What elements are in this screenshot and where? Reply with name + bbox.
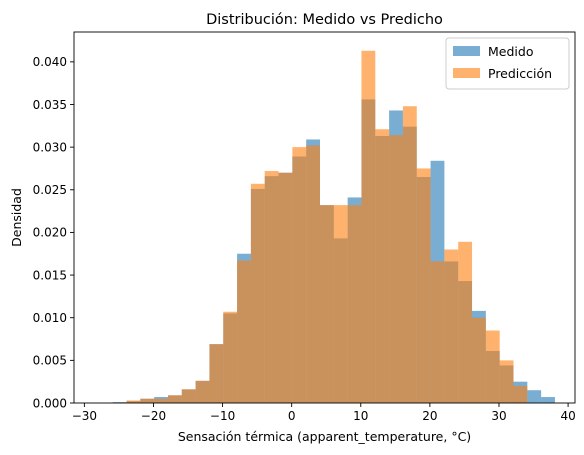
y-tick-label: 0.030 (33, 140, 67, 154)
y-tick-label: 0.025 (33, 183, 67, 197)
histogram-bar (140, 398, 155, 403)
histogram-bar (375, 129, 390, 403)
axes-layer: −30 −20 −10 0 10 20 30 40 0.000 0.005 0.010 0.015 0.… (33, 31, 576, 423)
histogram-bar (126, 400, 141, 403)
x-tick-label: 20 (422, 409, 437, 423)
legend-swatch (453, 68, 480, 78)
histogram-bar (181, 389, 196, 403)
histogram-bar (402, 106, 417, 403)
x-axis-label: Sensación térmica (apparent_temperature,… (178, 429, 471, 444)
histogram-bar (278, 172, 293, 403)
histogram-bar (154, 398, 168, 403)
y-axis-label: Densidad (9, 188, 24, 247)
series-prediccion (126, 50, 528, 404)
legend-label: Medido (488, 44, 533, 59)
x-tick-label: −20 (141, 409, 166, 423)
histogram-bar (320, 205, 334, 403)
histogram-bar (527, 390, 542, 403)
histogram-bar (209, 344, 224, 403)
histogram-bar (264, 171, 279, 403)
histogram-bar (195, 380, 210, 403)
histogram-bar (499, 360, 514, 403)
histogram-bar (361, 50, 376, 404)
y-tick-label: 0.015 (33, 268, 67, 282)
histogram-bar (167, 395, 182, 403)
legend-swatch (453, 46, 480, 56)
x-tick-label: 10 (353, 409, 368, 423)
histogram-bar (292, 147, 307, 403)
histogram-bar (513, 385, 528, 403)
x-tick-label: 30 (491, 409, 506, 423)
chart-title: Distribución: Medido vs Predicho (206, 12, 443, 28)
histogram-bar (541, 397, 555, 403)
y-tick-label: 0.035 (33, 98, 67, 112)
histogram-bar (250, 183, 265, 403)
x-tick-label: 40 (560, 409, 575, 423)
histogram-bar (347, 205, 362, 403)
histogram-bar (237, 260, 251, 403)
y-tick-label: 0.005 (33, 354, 67, 368)
histogram-bar (416, 168, 431, 403)
x-tick-label: −30 (72, 409, 97, 423)
x-tick-label: −10 (210, 409, 235, 423)
y-tick-label: 0.040 (33, 55, 67, 69)
histogram-bar (389, 135, 403, 404)
histogram-bar (458, 241, 473, 403)
histogram-bar (333, 205, 348, 403)
histogram-bar (223, 311, 238, 403)
bars-layer (112, 50, 555, 404)
histogram-bar (430, 261, 445, 403)
legend: Medido Predicción (445, 37, 570, 90)
histogram-bar (444, 249, 459, 403)
axes-frame (73, 31, 576, 404)
histogram-bar (485, 330, 500, 403)
histogram-bar (306, 145, 321, 403)
histogram-bar (472, 317, 486, 403)
y-tick-label: 0.020 (33, 226, 67, 240)
x-tick-label: 0 (288, 409, 296, 423)
y-tick-label: 0.000 (33, 396, 67, 410)
y-tick-label: 0.010 (33, 311, 67, 325)
legend-label: Predicción (488, 66, 552, 81)
